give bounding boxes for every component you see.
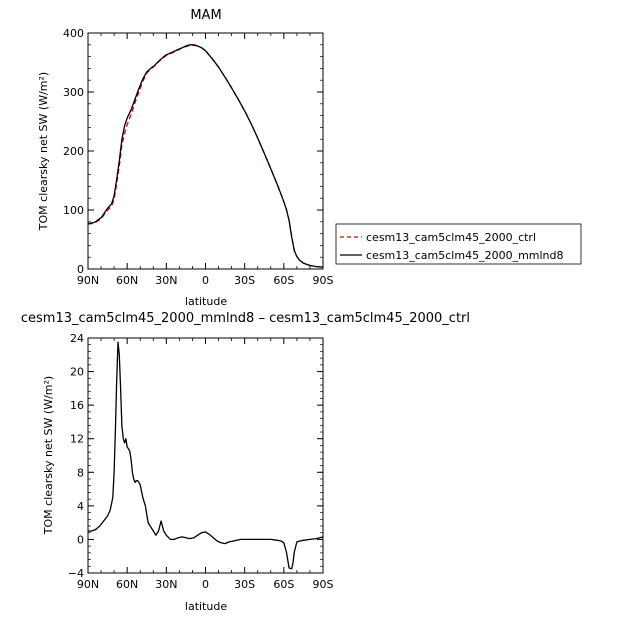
bottom-y-tick-label: 24 <box>70 332 84 345</box>
top-series-ctrl <box>87 44 324 268</box>
top-axis-ticks: 90N 60N 30N 0 30S 60S 90S 0 100 200 300 400 <box>63 27 334 287</box>
bottom-axis-ticks: 90N 60N 30N 0 30S 60S 90S −4 0 4 8 12 16 20 24 <box>68 332 334 591</box>
bottom-panel: cesm13_cam5clm45_2000_mmlnd8 – cesm13_ca… <box>21 311 470 613</box>
bottom-plot-frame <box>87 337 324 574</box>
bottom-y-tick-label: 0 <box>77 533 84 546</box>
bottom-x-tick-label: 90N <box>77 578 99 591</box>
bottom-series-group <box>88 341 324 570</box>
top-x-tick-label: 30S <box>234 274 255 287</box>
top-y-axis-label: TOM clearsky net SW (W/m²) <box>37 72 50 231</box>
top-x-tick-label: 60S <box>273 274 294 287</box>
bottom-x-tick-label: 60N <box>116 578 138 591</box>
bottom-chart-title: cesm13_cam5clm45_2000_mmlnd8 – cesm13_ca… <box>21 311 470 326</box>
top-y-tick-label: 200 <box>63 145 84 158</box>
legend-box <box>335 223 582 265</box>
legend: cesm13_cam5clm45_2000_ctrl cesm13_cam5cl… <box>335 223 582 265</box>
top-series-mmlnd8 <box>87 44 324 268</box>
top-x-axis-label: latitude <box>185 295 227 308</box>
bottom-x-tick-label: 30N <box>155 578 177 591</box>
top-plot-frame <box>87 32 324 270</box>
top-y-tick-label: 0 <box>77 263 84 276</box>
bottom-y-tick-label: 16 <box>70 399 84 412</box>
bottom-y-axis-label: TOM clearsky net SW (W/m²) <box>42 376 55 535</box>
top-panel: MAM 90N 60N 30N 0 30S 60S 90S 0 100 200 300 400 lat… <box>37 8 334 308</box>
bottom-y-tick-label: −4 <box>68 567 84 580</box>
top-series-group <box>87 44 324 268</box>
top-y-tick-label: 100 <box>63 204 84 217</box>
bottom-x-tick-label: 0 <box>202 578 209 591</box>
legend-entry-ctrl: cesm13_cam5clm45_2000_ctrl <box>366 231 536 244</box>
bottom-y-tick-label: 12 <box>70 433 84 446</box>
bottom-x-tick-label: 60S <box>273 578 294 591</box>
top-y-tick-label: 400 <box>63 27 84 40</box>
bottom-x-tick-label: 90S <box>313 578 334 591</box>
bottom-y-tick-label: 8 <box>77 466 84 479</box>
top-y-tick-label: 300 <box>63 86 84 99</box>
top-x-tick-label: 90S <box>313 274 334 287</box>
top-x-tick-label: 30N <box>155 274 177 287</box>
legend-entry-mmlnd8: cesm13_cam5clm45_2000_mmlnd8 <box>366 249 564 262</box>
top-chart-title: MAM <box>190 8 221 23</box>
top-x-tick-label: 0 <box>202 274 209 287</box>
top-x-tick-label: 60N <box>116 274 138 287</box>
top-x-tick-label: 90N <box>77 274 99 287</box>
bottom-series-difference <box>88 341 324 570</box>
bottom-x-axis-label: latitude <box>185 600 227 613</box>
bottom-x-tick-label: 30S <box>234 578 255 591</box>
bottom-y-tick-label: 20 <box>70 366 84 379</box>
bottom-y-tick-label: 4 <box>77 500 84 513</box>
